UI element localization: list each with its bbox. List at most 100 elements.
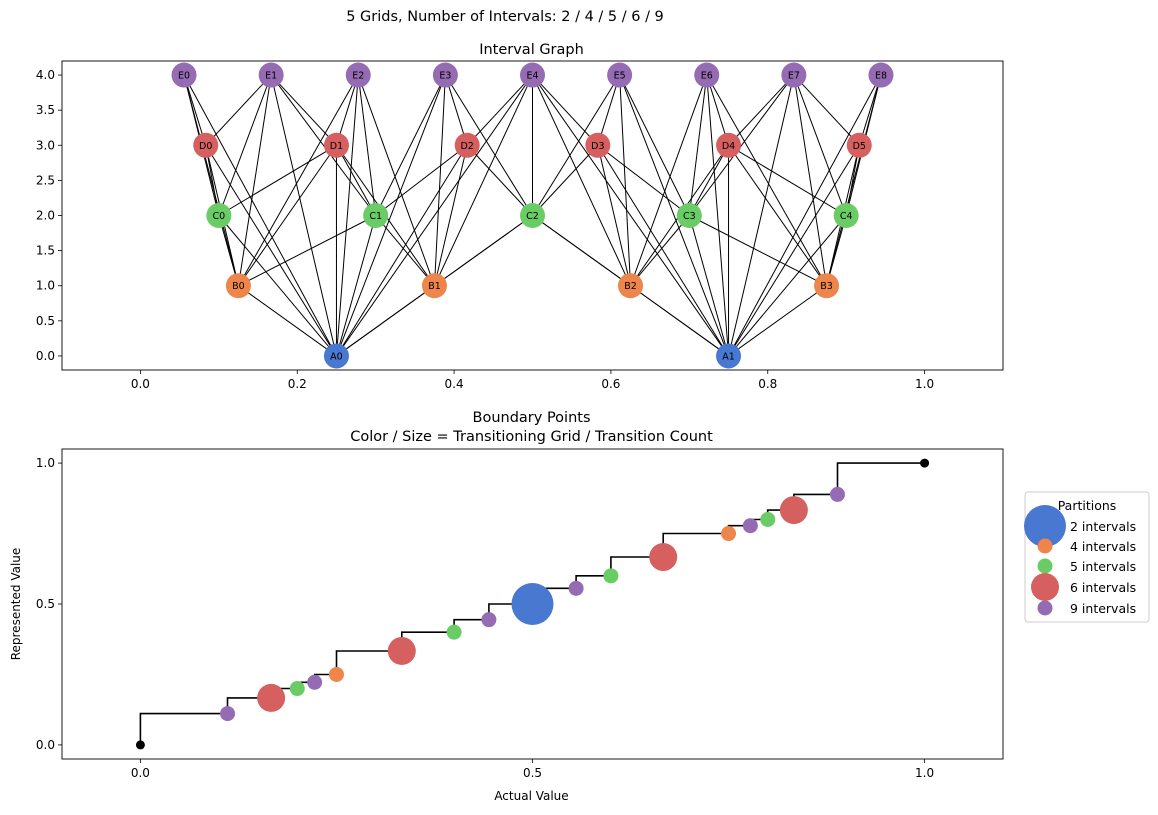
boundary-point-6-intervals — [257, 683, 286, 712]
node-label-D4: D4 — [722, 141, 735, 152]
node-label-D3: D3 — [591, 141, 604, 152]
node-label-D5: D5 — [853, 141, 866, 152]
edge-A1-D5 — [728, 145, 860, 357]
y-tick-label: 2.0 — [36, 209, 55, 223]
boundary-points-axes: Boundary Points Color / Size = Transitio… — [9, 410, 1004, 803]
edge-A0-D2 — [336, 145, 468, 357]
interval-graph-title: Interval Graph — [479, 42, 584, 58]
legend-label-4-intervals: 4 intervals — [1070, 539, 1136, 554]
node-C2 — [520, 203, 545, 228]
boundary-point-9-intervals — [742, 518, 758, 534]
edge-B2-D3 — [597, 145, 632, 286]
x-tick-label: 0.0 — [131, 377, 150, 391]
node-label-E5: E5 — [614, 71, 626, 82]
edge-A1-E5 — [619, 74, 730, 357]
boundary-point-5-intervals — [760, 511, 776, 527]
edge-A0-E0 — [183, 74, 337, 357]
boundary-point-4-intervals — [328, 666, 344, 682]
y-tick-label: 3.0 — [36, 138, 55, 152]
node-label-D0: D0 — [199, 141, 212, 152]
edge-C4-D4 — [728, 144, 847, 216]
edge-D4-E7 — [728, 74, 795, 146]
y-tick-label: 1.0 — [36, 456, 55, 470]
edge-B1-D2 — [433, 145, 468, 286]
legend: Partitions 2 intervals 4 intervals 5 inter… — [1024, 491, 1150, 623]
node-C4 — [833, 203, 859, 228]
legend-title: Partitions — [1058, 498, 1117, 513]
edge-C1-D1 — [336, 145, 377, 216]
node-label-B1: B1 — [428, 281, 441, 292]
node-E4 — [520, 62, 545, 88]
y-tick-label: 0.0 — [36, 738, 55, 752]
boundary-points-title: Boundary Points — [473, 410, 591, 426]
boundary-point-5-intervals — [603, 568, 619, 584]
edge-A0-C0 — [218, 215, 337, 357]
legend-marker-9-intervals — [1037, 600, 1053, 616]
edge-B0-E2 — [238, 74, 359, 286]
node-label-E3: E3 — [439, 71, 451, 82]
node-D0 — [193, 132, 219, 158]
node-label-E1: E1 — [265, 71, 277, 82]
node-E0 — [171, 62, 197, 88]
node-B1 — [421, 273, 447, 299]
edge-A1-D3 — [597, 145, 729, 357]
edge-C2-E3 — [444, 74, 533, 216]
edge-C1-D2 — [375, 144, 468, 216]
edge-C3-E5 — [619, 74, 690, 216]
edge-A1-C3 — [688, 215, 730, 357]
node-A0 — [323, 343, 349, 369]
edge-C2-D3 — [532, 144, 599, 216]
edge-A0-E4 — [336, 74, 533, 357]
edge-A1-B3 — [728, 285, 827, 357]
legend-label-9-intervals: 9 intervals — [1070, 601, 1136, 616]
node-label-B2: B2 — [624, 281, 637, 292]
node-label-D2: D2 — [460, 141, 473, 152]
edge-B2-E6 — [630, 74, 708, 286]
edge-B2-C3 — [630, 215, 690, 287]
legend-label-6-intervals: 6 intervals — [1070, 580, 1136, 595]
boundary-point-4-intervals — [721, 526, 737, 542]
y-tick-label: 0.0 — [36, 349, 55, 363]
node-E2 — [345, 62, 371, 88]
y-tick-label: 4.0 — [36, 68, 55, 82]
node-label-A0: A0 — [330, 351, 343, 362]
boundary-point-5-intervals — [289, 681, 305, 697]
edge-D3-E4 — [532, 74, 599, 146]
edge-C4-E7 — [793, 74, 847, 216]
edge-B2-E4 — [532, 74, 631, 286]
node-label-E2: E2 — [352, 71, 364, 82]
boundary-points — [135, 458, 930, 750]
edge-C0-D1 — [218, 144, 337, 216]
edge-B2-E5 — [619, 75, 632, 286]
x-tick-label: 0.8 — [758, 377, 777, 391]
edge-B1-C1 — [375, 215, 435, 287]
edge-C3-E6 — [688, 74, 708, 216]
node-D3 — [585, 132, 611, 158]
edge-A1-E4 — [532, 74, 729, 357]
node-E1 — [258, 62, 284, 88]
edge-C3-D3 — [597, 144, 690, 216]
boundary-points-subtitle: Color / Size = Transitioning Grid / Tran… — [350, 429, 713, 445]
node-label-B3: B3 — [820, 281, 833, 292]
legend-marker-2-intervals — [1024, 505, 1066, 547]
node-label-E4: E4 — [526, 71, 538, 82]
node-B2 — [618, 273, 644, 299]
edge-A1-E8 — [728, 74, 882, 357]
edge-D0-E1 — [205, 74, 272, 146]
boundary-point-9-intervals — [829, 486, 845, 502]
boundary-point-9-intervals — [220, 706, 236, 722]
edge-C0-E1 — [218, 74, 272, 216]
edge-A0-E3 — [335, 74, 446, 357]
node-D2 — [454, 132, 480, 158]
edge-C3-E7 — [688, 74, 795, 216]
y-tick-label: 0.5 — [36, 314, 55, 328]
legend-label-5-intervals: 5 intervals — [1070, 559, 1136, 574]
node-label-C3: C3 — [683, 211, 696, 222]
node-label-E0: E0 — [178, 71, 190, 82]
edge-B3-E7 — [793, 74, 828, 286]
edge-B3-D4 — [728, 144, 827, 287]
y-tick-label: 1.5 — [36, 244, 55, 258]
edge-C2-E5 — [532, 74, 621, 216]
edge-D2-E4 — [466, 74, 533, 146]
